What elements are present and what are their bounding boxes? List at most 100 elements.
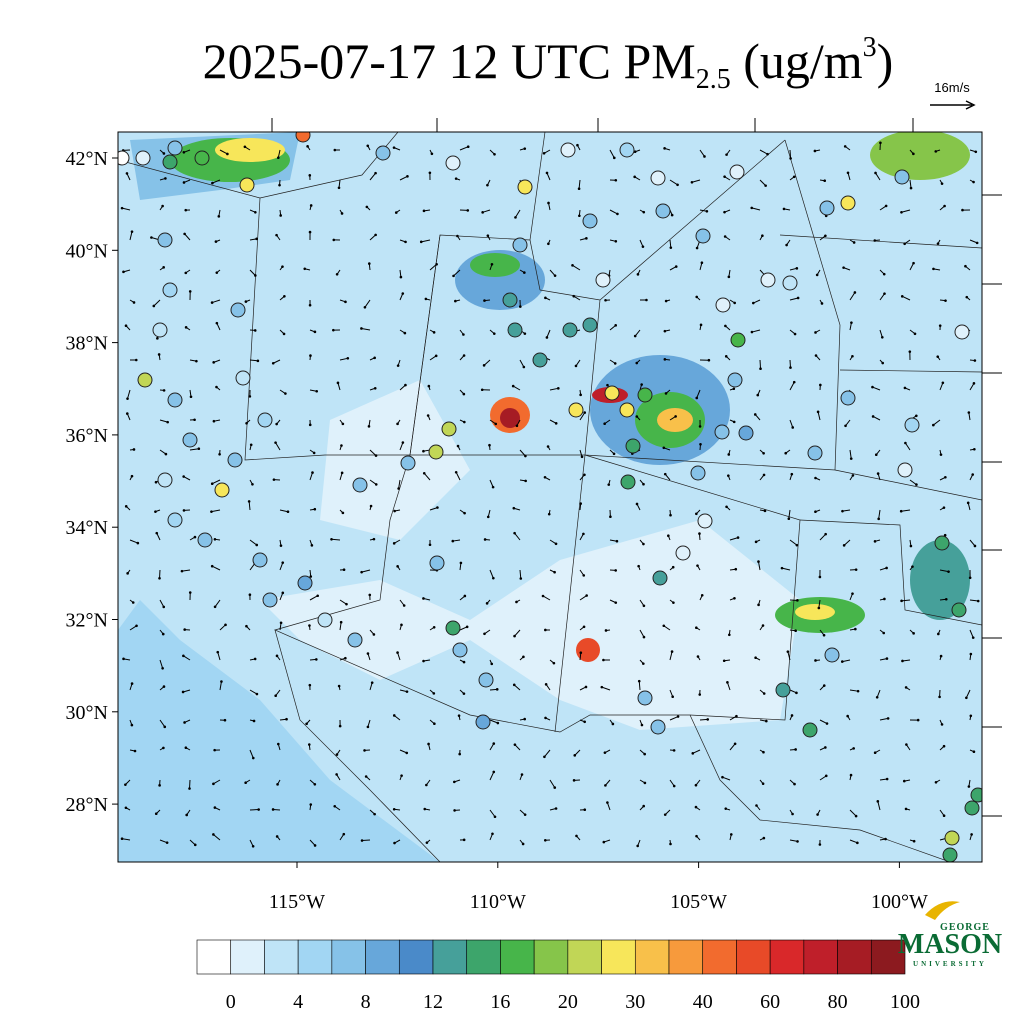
- wind-arrow-head: [750, 330, 754, 334]
- station: [502, 292, 518, 308]
- station: [375, 145, 391, 161]
- station: [690, 465, 706, 481]
- colorbar-label: 0: [226, 991, 236, 1013]
- wind-arrow-head: [370, 681, 374, 684]
- wind-arrow: [579, 412, 586, 421]
- station: [942, 847, 958, 862]
- station: [637, 690, 653, 706]
- wind-arrow-head: [405, 751, 409, 755]
- wind-arrow-head: [575, 834, 578, 838]
- wind-arrow-head: [699, 442, 702, 446]
- wind-arrow-head: [341, 511, 345, 515]
- wind-arrow-head: [790, 714, 794, 717]
- wind-arrow-head: [392, 714, 396, 717]
- wind-arrow-head: [876, 800, 880, 803]
- wind-arrow-head: [695, 396, 699, 400]
- station: [235, 370, 251, 386]
- wind-arrow: [751, 207, 761, 211]
- station: [714, 424, 730, 440]
- wind-arrow-head: [572, 294, 576, 298]
- wind-arrow-head: [723, 235, 727, 238]
- wind-arrow-head: [483, 299, 486, 302]
- wind-arrow-head: [766, 152, 769, 156]
- wind-arrow-head: [669, 842, 672, 846]
- wind-arrow-head: [184, 326, 188, 329]
- colorbar-box: [398, 939, 434, 975]
- wind-arrow-head: [936, 355, 940, 358]
- colorbar-box: [432, 939, 468, 975]
- monitor-stations: [118, 132, 982, 862]
- wind-arrow: [726, 682, 731, 691]
- wind-arrow-head: [340, 444, 343, 447]
- wind-arrow-head: [279, 214, 282, 217]
- wind-arrow-head: [373, 812, 376, 816]
- station: [507, 322, 523, 338]
- wind-arrow-head: [367, 262, 371, 265]
- wind-arrow-head: [973, 544, 977, 548]
- wind-arrow-head: [850, 321, 853, 324]
- wind-arrow-head: [698, 693, 702, 696]
- wind-arrow-head: [523, 717, 526, 721]
- wind-arrow-head: [330, 537, 333, 541]
- wind-arrow: [879, 717, 889, 721]
- wind-arrow-head: [251, 482, 254, 486]
- wind-arrow-head: [849, 773, 853, 777]
- wind-arrow-head: [482, 364, 486, 367]
- wind-arrow-head: [695, 295, 699, 299]
- wind-arrow-head: [340, 471, 344, 475]
- wind-arrow-head: [883, 292, 886, 295]
- wind-arrow-head: [345, 602, 348, 606]
- wind-arrow-head: [427, 742, 430, 746]
- wind-arrow-head: [901, 659, 904, 663]
- wind-arrow-head: [210, 301, 214, 304]
- station: [152, 322, 168, 338]
- station: [230, 302, 246, 318]
- wind-arrow-head: [582, 625, 586, 629]
- colorbar-box: [500, 939, 535, 975]
- wind-arrow: [572, 264, 581, 271]
- wind-arrow-head: [189, 395, 193, 399]
- wind-arrow-head: [164, 177, 167, 180]
- wind-arrow-head: [824, 532, 827, 536]
- wind-arrow: [455, 472, 461, 481]
- wind-arrow: [369, 172, 376, 181]
- wind-arrow-head: [513, 531, 516, 535]
- station: [452, 642, 468, 658]
- colorbar-box: [837, 939, 872, 975]
- wind-arrow-head: [603, 422, 606, 426]
- wind-arrow-head: [245, 421, 248, 425]
- wind-arrow-head: [881, 361, 885, 365]
- wind-arrow-head: [725, 153, 728, 156]
- wind-arrow-head: [580, 455, 584, 459]
- colorbar-label: 30: [625, 991, 645, 1013]
- wind-arrow-head: [254, 210, 257, 214]
- station: [157, 232, 173, 248]
- colorbar-label: 80: [828, 991, 848, 1013]
- wind-arrow-head: [576, 143, 579, 147]
- wind-arrow-head: [220, 680, 223, 683]
- wind-arrow-head: [635, 361, 639, 365]
- wind-arrow-head: [430, 152, 434, 156]
- wind-arrow-head: [912, 632, 915, 635]
- title-text: 2025-07-17 12 UTC PM: [203, 33, 696, 89]
- wind-arrow-head: [780, 566, 784, 570]
- wind-arrow-head: [521, 842, 525, 846]
- wind-arrow-head: [217, 215, 221, 218]
- wind-arrow-head: [789, 157, 792, 160]
- wind-arrow-head: [275, 233, 278, 237]
- wind-arrow-head: [612, 156, 616, 160]
- wind-arrow-head: [969, 652, 973, 656]
- wind-arrow-head: [844, 424, 847, 428]
- wind-arrow-head: [642, 635, 646, 639]
- wind-arrow-head: [465, 625, 469, 629]
- wind-arrow-head: [724, 324, 727, 328]
- wind-arrow-head: [125, 172, 129, 175]
- station: [730, 332, 746, 348]
- wind-arrow-head: [939, 453, 943, 456]
- wind-arrow-head: [873, 751, 877, 755]
- station: [970, 787, 982, 803]
- station: [944, 830, 960, 846]
- wind-arrow-head: [120, 206, 124, 210]
- wind-arrow-head: [523, 271, 526, 274]
- wind-arrow-head: [511, 384, 515, 388]
